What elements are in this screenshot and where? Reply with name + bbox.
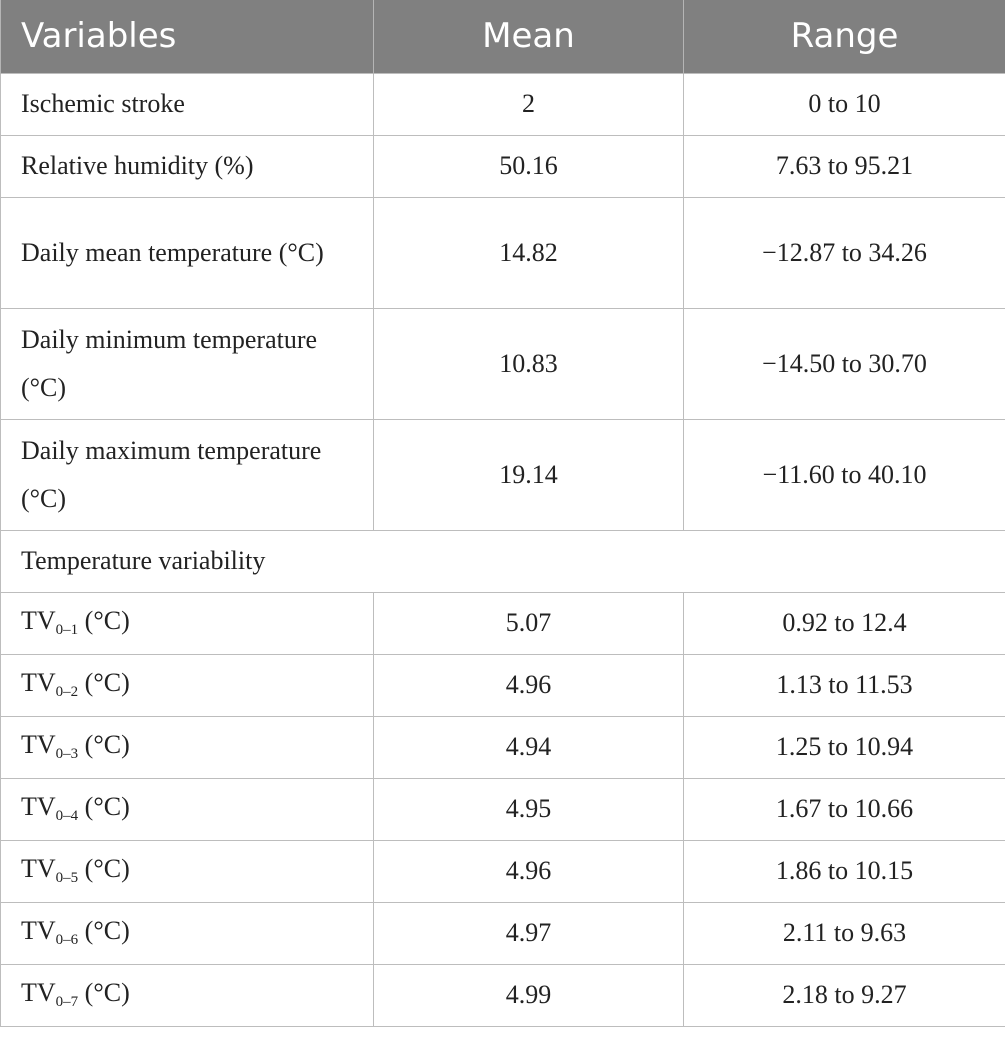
table-row: Relative humidity (%) 50.16 7.63 to 95.2…: [0, 134, 1005, 198]
variable-cell: TV0–1 (°C): [0, 591, 374, 655]
tv-unit: (°C): [78, 730, 130, 759]
mean-cell: 19.14: [373, 418, 684, 531]
header-variables: Variables: [0, 0, 374, 73]
range-cell: 1.86 to 10.15: [683, 839, 1005, 903]
tv-subscript: 0–4: [55, 808, 79, 824]
table-row: TV0–7 (°C) 4.99 2.18 to 9.27: [0, 963, 1005, 1027]
variable-cell: Daily mean temperature (°C): [0, 196, 374, 309]
tv-subscript: 0–1: [55, 622, 79, 638]
mean-cell: 4.95: [373, 777, 684, 841]
tv-unit: (°C): [78, 854, 130, 883]
table-row: Daily minimum temperature (°C) 10.83 −14…: [0, 307, 1005, 420]
range-cell: −14.50 to 30.70: [683, 307, 1005, 420]
variable-cell: TV0–2 (°C): [0, 653, 374, 717]
header-row: Variables Mean Range: [0, 0, 1005, 73]
tv-prefix: TV: [21, 606, 56, 635]
range-cell: −11.60 to 40.10: [683, 418, 1005, 531]
table-header: Variables Mean Range: [0, 0, 1005, 73]
header-mean: Mean: [373, 0, 684, 73]
tv-subscript: 0–3: [55, 746, 79, 762]
variable-cell: Daily maximum temperature (°C): [0, 418, 374, 531]
range-cell: 1.13 to 11.53: [683, 653, 1005, 717]
tv-prefix: TV: [21, 668, 56, 697]
variable-cell: TV0–5 (°C): [0, 839, 374, 903]
variable-cell: Relative humidity (%): [0, 134, 374, 198]
range-cell: 2.11 to 9.63: [683, 901, 1005, 965]
tv-subscript: 0–7: [55, 994, 79, 1010]
tv-unit: (°C): [78, 792, 130, 821]
range-cell: −12.87 to 34.26: [683, 196, 1005, 309]
range-cell: 7.63 to 95.21: [683, 134, 1005, 198]
variable-cell: Daily minimum temperature (°C): [0, 307, 374, 420]
tv-prefix: TV: [21, 730, 56, 759]
tv-unit: (°C): [78, 606, 130, 635]
mean-cell: 10.83: [373, 307, 684, 420]
range-cell: 1.67 to 10.66: [683, 777, 1005, 841]
mean-cell: 14.82: [373, 196, 684, 309]
table-row: TV0–5 (°C) 4.96 1.86 to 10.15: [0, 839, 1005, 903]
tv-unit: (°C): [78, 668, 130, 697]
mean-cell: 50.16: [373, 134, 684, 198]
tv-subscript: 0–5: [55, 870, 79, 886]
mean-cell: 5.07: [373, 591, 684, 655]
table-row: TV0–6 (°C) 4.97 2.11 to 9.63: [0, 901, 1005, 965]
tv-subscript: 0–2: [55, 684, 79, 700]
variable-cell: Ischemic stroke: [0, 72, 374, 136]
table-row: TV0–4 (°C) 4.95 1.67 to 10.66: [0, 777, 1005, 841]
tv-subscript: 0–6: [55, 932, 79, 948]
range-cell: 1.25 to 10.94: [683, 715, 1005, 779]
header-range: Range: [683, 0, 1005, 73]
tv-unit: (°C): [78, 978, 130, 1007]
variable-cell: TV0–6 (°C): [0, 901, 374, 965]
table-row: TV0–1 (°C) 5.07 0.92 to 12.4: [0, 591, 1005, 655]
tv-prefix: TV: [21, 854, 56, 883]
tv-prefix: TV: [21, 916, 56, 945]
mean-cell: 4.97: [373, 901, 684, 965]
section-heading: Temperature variability: [0, 529, 1005, 593]
range-cell: 0.92 to 12.4: [683, 591, 1005, 655]
range-cell: 2.18 to 9.27: [683, 963, 1005, 1027]
tv-prefix: TV: [21, 792, 56, 821]
section-row: Temperature variability: [0, 529, 1005, 593]
table-row: TV0–3 (°C) 4.94 1.25 to 10.94: [0, 715, 1005, 779]
table-row: Daily maximum temperature (°C) 19.14 −11…: [0, 418, 1005, 531]
tv-prefix: TV: [21, 978, 56, 1007]
mean-cell: 4.99: [373, 963, 684, 1027]
table-row: Daily mean temperature (°C) 14.82 −12.87…: [0, 196, 1005, 309]
table-row: Ischemic stroke 2 0 to 10: [0, 72, 1005, 136]
variable-cell: TV0–3 (°C): [0, 715, 374, 779]
mean-cell: 4.96: [373, 653, 684, 717]
mean-cell: 4.96: [373, 839, 684, 903]
table-body: Ischemic stroke 2 0 to 10 Relative humid…: [0, 72, 1005, 1027]
variable-cell: TV0–4 (°C): [0, 777, 374, 841]
tv-unit: (°C): [78, 916, 130, 945]
mean-cell: 2: [373, 72, 684, 136]
variable-cell: TV0–7 (°C): [0, 963, 374, 1027]
mean-cell: 4.94: [373, 715, 684, 779]
range-cell: 0 to 10: [683, 72, 1005, 136]
table-row: TV0–2 (°C) 4.96 1.13 to 11.53: [0, 653, 1005, 717]
